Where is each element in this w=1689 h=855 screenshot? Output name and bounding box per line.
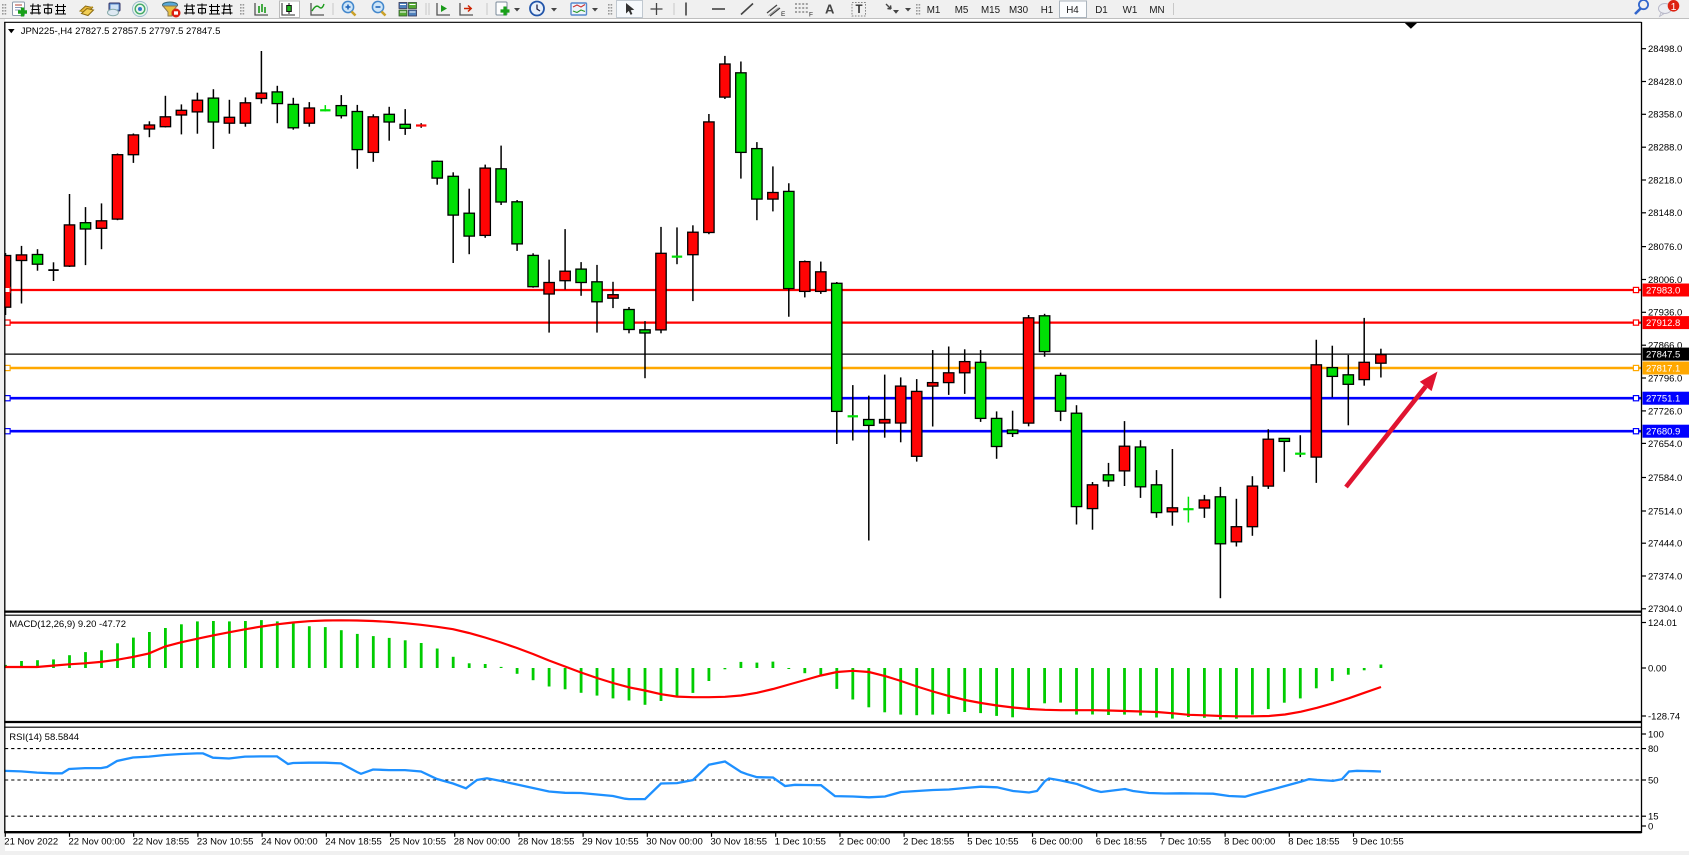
svg-text:1: 1	[1671, 1, 1677, 13]
svg-text:M1: M1	[927, 5, 941, 16]
svg-text:JPN225-,H4 27827.5 27857.5 27: JPN225-,H4 27827.5 27857.5 27797.5 27847…	[21, 26, 221, 37]
svg-text:27796.0: 27796.0	[1648, 373, 1682, 384]
svg-text:F: F	[809, 12, 813, 19]
svg-text:H1: H1	[1041, 5, 1054, 16]
svg-text:5 Dec 10:55: 5 Dec 10:55	[967, 837, 1018, 848]
svg-text:27444.0: 27444.0	[1648, 539, 1682, 550]
svg-text:W1: W1	[1123, 5, 1138, 16]
svg-text:E: E	[781, 11, 786, 18]
svg-text:27726.0: 27726.0	[1648, 406, 1682, 417]
svg-text:124.01: 124.01	[1648, 618, 1677, 629]
svg-text:24 Nov 00:00: 24 Nov 00:00	[261, 837, 318, 848]
svg-text:27912.8: 27912.8	[1646, 318, 1680, 329]
svg-text:28498.0: 28498.0	[1648, 44, 1682, 55]
svg-text:27983.0: 27983.0	[1646, 286, 1680, 297]
svg-text:9 Dec 10:55: 9 Dec 10:55	[1353, 837, 1404, 848]
svg-text:28218.0: 28218.0	[1648, 175, 1682, 186]
svg-text:2 Dec 00:00: 2 Dec 00:00	[839, 837, 890, 848]
svg-text:28358.0: 28358.0	[1648, 110, 1682, 121]
svg-text:28 Nov 18:55: 28 Nov 18:55	[518, 837, 575, 848]
svg-text:28288.0: 28288.0	[1648, 143, 1682, 154]
svg-text:27847.5: 27847.5	[1646, 350, 1680, 361]
svg-text:24 Nov 18:55: 24 Nov 18:55	[325, 837, 382, 848]
svg-text:30 Nov 18:55: 30 Nov 18:55	[711, 837, 768, 848]
svg-text:28006.0: 28006.0	[1648, 275, 1682, 286]
svg-text:22 Nov 00:00: 22 Nov 00:00	[69, 837, 126, 848]
svg-text:28076.0: 28076.0	[1648, 242, 1682, 253]
svg-text:27680.9: 27680.9	[1646, 427, 1680, 438]
svg-text:80: 80	[1648, 744, 1659, 755]
svg-text:MN: MN	[1149, 5, 1164, 16]
svg-text:M15: M15	[981, 5, 1001, 16]
svg-text:27514.0: 27514.0	[1648, 506, 1682, 517]
svg-text:6 Dec 18:55: 6 Dec 18:55	[1096, 837, 1147, 848]
svg-text:0.00: 0.00	[1648, 663, 1667, 674]
svg-text:25 Nov 10:55: 25 Nov 10:55	[390, 837, 447, 848]
svg-text:T: T	[856, 4, 863, 16]
svg-text:-128.74: -128.74	[1648, 711, 1680, 722]
svg-text:28428.0: 28428.0	[1648, 77, 1682, 88]
svg-text:15: 15	[1648, 812, 1659, 823]
svg-text:M5: M5	[955, 5, 969, 16]
svg-text:1 Dec 10:55: 1 Dec 10:55	[775, 837, 826, 848]
svg-text:2 Dec 18:55: 2 Dec 18:55	[903, 837, 954, 848]
svg-text:0: 0	[1648, 821, 1653, 832]
svg-text:MACD(12,26,9) 9.20 -47.72: MACD(12,26,9) 9.20 -47.72	[9, 619, 126, 630]
svg-text:8 Dec 00:00: 8 Dec 00:00	[1224, 837, 1275, 848]
svg-text:28 Nov 00:00: 28 Nov 00:00	[454, 837, 511, 848]
svg-text:30 Nov 00:00: 30 Nov 00:00	[646, 837, 703, 848]
svg-text:A: A	[825, 2, 835, 17]
svg-text:27374.0: 27374.0	[1648, 571, 1682, 582]
svg-text:6 Dec 00:00: 6 Dec 00:00	[1032, 837, 1083, 848]
svg-text:H4: H4	[1066, 5, 1079, 16]
svg-text:27866.0: 27866.0	[1648, 341, 1682, 352]
svg-text:21 Nov 2022: 21 Nov 2022	[4, 837, 58, 848]
svg-text:27936.0: 27936.0	[1648, 308, 1682, 319]
svg-text:28148.0: 28148.0	[1648, 208, 1682, 219]
svg-text:RSI(14) 58.5844: RSI(14) 58.5844	[9, 732, 79, 743]
svg-text:27654.0: 27654.0	[1648, 439, 1682, 450]
svg-text:27584.0: 27584.0	[1648, 473, 1682, 484]
svg-text:27304.0: 27304.0	[1648, 604, 1682, 615]
svg-text:22 Nov 18:55: 22 Nov 18:55	[133, 837, 190, 848]
svg-text:50: 50	[1648, 775, 1659, 786]
svg-text:7 Dec 10:55: 7 Dec 10:55	[1160, 837, 1211, 848]
svg-text:23 Nov 10:55: 23 Nov 10:55	[197, 837, 254, 848]
svg-text:M30: M30	[1009, 5, 1029, 16]
svg-text:27817.1: 27817.1	[1646, 364, 1680, 375]
svg-text:29 Nov 10:55: 29 Nov 10:55	[582, 837, 639, 848]
svg-text:D1: D1	[1095, 5, 1108, 16]
svg-text:27751.1: 27751.1	[1646, 394, 1680, 405]
svg-text:100: 100	[1648, 729, 1664, 740]
svg-text:8 Dec 18:55: 8 Dec 18:55	[1288, 837, 1339, 848]
